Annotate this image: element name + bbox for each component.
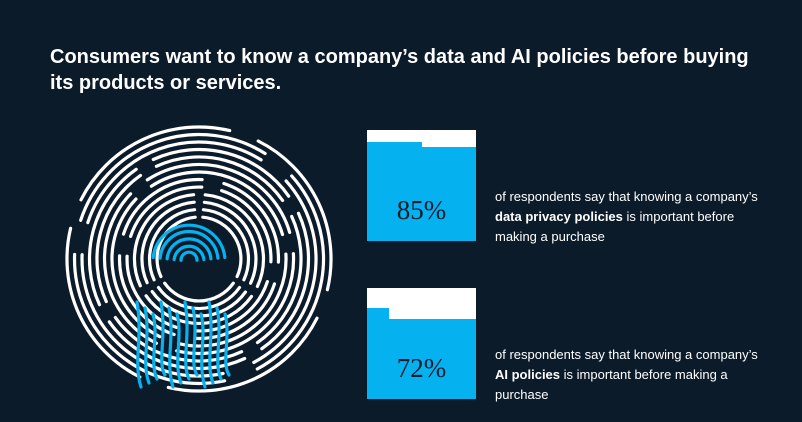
fingerprint-ridge bbox=[110, 197, 162, 339]
stat-bar-notch bbox=[367, 308, 389, 322]
fingerprint-ridge-highlight bbox=[199, 312, 207, 389]
fingerprint-ridge bbox=[145, 162, 292, 234]
fingerprint-ridge bbox=[260, 211, 311, 351]
fingerprint-ridge-highlight bbox=[143, 306, 151, 385]
fingerprint-ridge bbox=[125, 254, 178, 329]
fingerprint-ridge bbox=[65, 226, 142, 379]
fingerprint-ridge bbox=[147, 208, 197, 282]
fingerprint-ridge bbox=[256, 139, 333, 292]
fingerprint-ridge bbox=[86, 140, 263, 225]
stat-text-bold: AI policies bbox=[495, 367, 561, 382]
fingerprint-icon bbox=[65, 125, 333, 393]
fingerprint-ridge bbox=[252, 179, 318, 364]
fingerprint-ridge-highlight bbox=[159, 300, 167, 377]
fingerprint-ridge-highlight bbox=[215, 306, 223, 381]
fingerprint-ridge bbox=[156, 285, 242, 311]
fingerprint-ridge bbox=[163, 281, 235, 303]
fingerprint-ridge bbox=[176, 252, 288, 348]
fingerprint-ridge bbox=[255, 174, 326, 371]
fingerprint-ridge bbox=[79, 125, 232, 202]
fingerprint-ridge-highlight bbox=[207, 300, 215, 385]
stat-box-data-privacy: 85% bbox=[367, 130, 476, 241]
fingerprint-ridge-highlight bbox=[183, 300, 191, 381]
fingerprint-ridge bbox=[72, 252, 227, 386]
fingerprint-ridge bbox=[203, 193, 266, 288]
stat-bar-fill-ai-policies bbox=[367, 319, 476, 399]
fingerprint-ridge bbox=[202, 200, 258, 285]
fingerprint-ridge-highlight bbox=[151, 312, 159, 381]
fingerprint-ridge-highlight bbox=[175, 312, 183, 385]
stat-bar-fill-data-privacy bbox=[367, 146, 476, 241]
stat-value-ai-policies: 72% bbox=[396, 353, 447, 383]
fingerprint-ridge-highlight bbox=[135, 300, 143, 389]
fingerprint-ridge-highlight bbox=[223, 312, 231, 377]
fingerprint-ridge bbox=[201, 208, 251, 282]
fingerprint-ridge bbox=[132, 193, 196, 288]
fingerprint-ridge bbox=[144, 294, 254, 325]
fingerprint-ridge bbox=[151, 147, 291, 198]
fingerprint-ridge bbox=[151, 223, 227, 259]
stat-description-data-privacy: of respondents say that knowing a compan… bbox=[495, 187, 765, 247]
fingerprint-highlight bbox=[135, 300, 231, 389]
fingerprint-ridge bbox=[154, 155, 285, 203]
fingerprint-ridge bbox=[102, 192, 158, 345]
stat-text-after: is important before making a purchase bbox=[495, 209, 735, 244]
fingerprint-ridge bbox=[165, 237, 213, 261]
fingerprint-ridge bbox=[194, 282, 277, 341]
fingerprint-ridge bbox=[129, 185, 204, 238]
fingerprint-ridge bbox=[87, 167, 138, 307]
fingerprint-ridge-highlight bbox=[191, 306, 199, 377]
stat-description-ai-policies: of respondents say that knowing a compan… bbox=[495, 345, 765, 405]
fingerprint-ridge bbox=[172, 244, 206, 262]
fingerprint-ridge bbox=[79, 132, 267, 222]
fingerprint-ridge bbox=[222, 181, 281, 264]
fingerprint-ridge bbox=[255, 214, 303, 345]
stat-text-bold: data privacy policies bbox=[495, 209, 623, 224]
fingerprint-ridge bbox=[158, 229, 220, 260]
fingerprint-ridge bbox=[140, 200, 196, 285]
fingerprint-lines bbox=[65, 125, 333, 393]
fingerprint-ridge bbox=[179, 250, 199, 262]
fingerprint-ridge bbox=[220, 189, 273, 264]
fingerprint-ridge bbox=[121, 177, 204, 236]
stat-box-ai-policies: 72% bbox=[367, 288, 476, 399]
fingerprint-ridge bbox=[80, 253, 225, 378]
stat-text-before: of respondents say that knowing a compan… bbox=[495, 189, 758, 204]
fingerprint-ridge bbox=[95, 173, 143, 304]
stat-text-after: is important before making a purchase bbox=[495, 367, 728, 402]
stat-value-data-privacy: 85% bbox=[396, 195, 447, 225]
page-title: Consumers want to know a company’s data … bbox=[50, 46, 749, 94]
fingerprint-ridge-highlight bbox=[167, 306, 175, 389]
stat-text-before: of respondents say that knowing a compan… bbox=[495, 347, 758, 362]
fingerprint-ridge bbox=[201, 215, 243, 279]
fingerprint-ridge bbox=[166, 316, 319, 393]
fingerprint-ridge bbox=[194, 280, 269, 333]
fingerprint-ridge bbox=[149, 170, 285, 237]
